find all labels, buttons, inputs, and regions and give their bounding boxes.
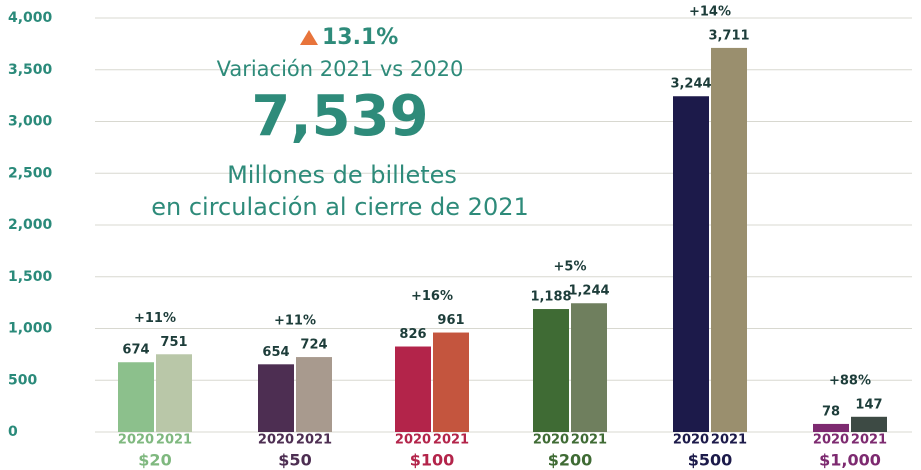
bar: [571, 303, 607, 432]
y-tick-label: 1,500: [8, 269, 53, 285]
bar: [711, 47, 747, 432]
bar: [118, 362, 154, 432]
x-tick-label: $100: [410, 451, 455, 470]
bar: [813, 423, 849, 432]
headline-total-label: en circulación al cierre de 2021: [151, 193, 529, 221]
value-label: 724: [300, 338, 327, 353]
series-label: 2021: [296, 433, 332, 448]
x-tick-label: $1,000: [819, 451, 881, 470]
value-label: 751: [160, 335, 187, 350]
y-tick-label: 0: [8, 424, 18, 440]
y-tick-label: 500: [8, 372, 37, 388]
series-label: 2020: [118, 433, 154, 448]
bar: [433, 332, 469, 432]
x-tick-label: $500: [688, 451, 733, 470]
up-triangle: [300, 30, 318, 45]
change-label: +11%: [134, 311, 176, 326]
x-tick-label: $50: [278, 451, 311, 470]
bar: [296, 357, 332, 432]
y-tick-label: 2,500: [8, 165, 53, 181]
series-label: 2020: [673, 433, 709, 448]
bar: [673, 96, 709, 432]
bar: [156, 354, 192, 432]
headline-change: 13.1%: [322, 25, 398, 50]
y-tick-label: 2,000: [8, 217, 53, 233]
y-tick-label: 1,000: [8, 321, 53, 337]
series-label: 2020: [395, 433, 431, 448]
change-label: +16%: [411, 289, 453, 304]
bar: [851, 416, 887, 432]
value-label: 147: [855, 397, 882, 412]
change-label: +5%: [554, 260, 587, 275]
bar: [395, 346, 431, 432]
series-label: 2021: [433, 433, 469, 448]
value-label: 674: [122, 343, 149, 358]
bar: [533, 309, 569, 432]
headline-total: 7,539: [251, 84, 428, 149]
series-label: 2020: [813, 433, 849, 448]
y-tick-label: 4,000: [8, 10, 53, 26]
value-label: 1,188: [530, 290, 571, 305]
value-label: 78: [822, 404, 840, 419]
change-label: +11%: [274, 314, 316, 329]
value-label: 826: [399, 327, 426, 342]
value-label: 3,711: [708, 28, 749, 43]
series-label: 2020: [258, 433, 294, 448]
change-label: +88%: [829, 373, 871, 388]
headline-total-label: Millones de billetes: [227, 161, 457, 189]
series-label: 2021: [711, 433, 747, 448]
series-label: 2021: [571, 433, 607, 448]
value-label: 654: [262, 345, 289, 360]
y-tick-label: 3,500: [8, 62, 53, 78]
series-label: 2020: [533, 433, 569, 448]
change-label: +14%: [689, 4, 731, 19]
y-tick-label: 3,000: [8, 114, 53, 130]
x-tick-label: $200: [548, 451, 593, 470]
headline-change-label: Variación 2021 vs 2020: [217, 57, 464, 81]
series-label: 2021: [156, 433, 192, 448]
value-label: 961: [437, 313, 464, 328]
value-label: 1,244: [568, 284, 609, 299]
x-tick-label: $20: [138, 451, 171, 470]
value-label: 3,244: [670, 77, 711, 92]
bar: [258, 364, 294, 432]
series-label: 2021: [851, 433, 887, 448]
